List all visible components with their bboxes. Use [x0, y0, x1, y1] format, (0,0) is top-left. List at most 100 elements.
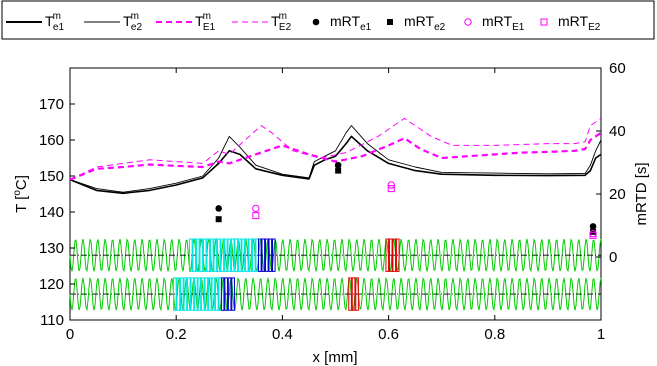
particle-upper	[268, 238, 273, 272]
legend: Tm e1 Tm e2 Tm E1 Tm E2 mRTe1 mRTe2 mRTE1 mRTE2	[1, 0, 655, 40]
particle-upper	[388, 238, 393, 272]
particle-upper	[188, 238, 193, 272]
particle-upper	[385, 238, 390, 272]
legend-swatch	[464, 18, 472, 26]
y-tick-label-left: 140	[39, 204, 64, 221]
marker-mRT_E2	[589, 231, 597, 239]
particle-lower	[194, 277, 198, 311]
particle-lower	[204, 277, 209, 311]
particle-upper	[258, 238, 262, 272]
marker-mRT_e2	[590, 228, 597, 235]
series-line-T^m_E1	[69, 131, 602, 181]
particle-lower	[176, 277, 181, 311]
channel-helix-lower	[69, 277, 602, 312]
particle-lower	[348, 277, 352, 311]
particle-upper	[248, 238, 253, 272]
particle-lower	[215, 277, 219, 311]
marker-mRT_E1	[252, 204, 260, 213]
marker-mRT_E2	[252, 212, 260, 220]
channel-helix-upper	[69, 238, 602, 273]
particle-lower	[355, 277, 359, 311]
particle-upper	[199, 238, 204, 272]
particle-upper	[216, 238, 221, 272]
y-tick-label-left: 130	[39, 240, 64, 257]
channel-layer	[69, 238, 602, 312]
y-tick-label-left: 120	[39, 276, 64, 293]
particle-lower	[201, 277, 205, 311]
particle-upper	[261, 238, 266, 272]
particle-lower	[224, 277, 228, 311]
particle-lower	[208, 277, 212, 311]
marker-mRT_e1	[589, 223, 597, 230]
y-tick-label-left: 150	[39, 168, 64, 185]
particle-upper	[395, 238, 400, 272]
particle-upper	[265, 238, 269, 272]
y-tick-label-left: 160	[39, 132, 64, 149]
particle-lower	[351, 277, 356, 311]
particle-lower	[227, 277, 232, 311]
legend-label: mRTE1	[482, 13, 525, 33]
y-tick-label-right: 40	[609, 123, 626, 140]
particle-lower	[183, 277, 188, 311]
x-tick-label: 1	[597, 326, 605, 343]
particle-lower	[211, 277, 216, 311]
particle-upper	[192, 238, 197, 272]
particle-upper	[272, 238, 276, 272]
particle-upper	[220, 238, 225, 272]
particle-upper	[206, 238, 211, 272]
legend-label: Tm e1	[45, 11, 64, 33]
x-tick-label: 0.2	[166, 326, 187, 343]
particle-upper	[230, 238, 235, 272]
particle-lower	[197, 277, 202, 311]
marker-mRT_e1	[334, 161, 342, 169]
particle-lower	[190, 277, 195, 311]
legend-label: mRTe2	[404, 13, 446, 33]
y-tick-label-left: 170	[39, 96, 64, 113]
y-tick-label-left: 110	[40, 312, 64, 329]
marker-mRT_E2	[387, 185, 395, 193]
legend-items: Tm e1 Tm e2 Tm E1 Tm E2 mRTe1 mRTe2 mRTE1 mRTE2	[6, 11, 601, 33]
particle-upper	[237, 238, 242, 272]
marker-mRT_E1	[387, 181, 395, 189]
legend-swatch	[387, 19, 393, 25]
marker-mRT_e2	[215, 216, 222, 223]
particle-lower	[187, 277, 191, 311]
particle-lower	[180, 277, 184, 311]
particle-upper	[209, 238, 214, 272]
y-tick-label-right: 0	[609, 249, 617, 266]
x-axis-label: x [mm]	[313, 349, 358, 366]
x-tick-label: 0	[66, 326, 74, 343]
y-axis-label-left: T [oC]	[12, 175, 30, 213]
y-axis-label-right: mRTD [s]	[633, 162, 650, 225]
x-tick-label: 0.8	[484, 326, 505, 343]
particle-lower	[173, 277, 177, 311]
legend-label: Tm e2	[123, 11, 142, 33]
particle-upper	[241, 238, 246, 272]
particle-upper	[251, 238, 256, 272]
x-tick-label: 0.4	[272, 326, 293, 343]
particle-upper	[227, 238, 232, 272]
particle-upper	[392, 238, 397, 272]
series-line-T^m_E2	[69, 117, 602, 181]
legend-label: mRTE2	[558, 13, 601, 33]
legend-swatch	[312, 18, 320, 26]
legend-label: Tm E1	[195, 11, 216, 33]
marker-layer	[215, 161, 597, 239]
legend-label: mRTe1	[330, 13, 372, 33]
y-tick-label-right: 20	[609, 186, 626, 203]
marker-mRT_e2	[335, 167, 342, 174]
axes-layer: 0 0.2 0.4 0.6 0.8 1 110 120 130 140 150 160 170 0 20 40…	[39, 60, 626, 343]
particle-upper	[202, 238, 207, 272]
legend-label: Tm E2	[271, 11, 292, 33]
particle-upper	[195, 238, 200, 272]
particle-upper	[234, 238, 239, 272]
particle-upper	[213, 238, 218, 272]
particle-lower	[231, 277, 235, 311]
series-line-T^m_e2	[69, 125, 602, 193]
marker-mRT_e1	[215, 205, 222, 212]
legend-swatch	[540, 18, 548, 26]
legend-box	[1, 0, 655, 40]
particle-upper	[223, 238, 228, 272]
particle-lower	[220, 277, 225, 311]
